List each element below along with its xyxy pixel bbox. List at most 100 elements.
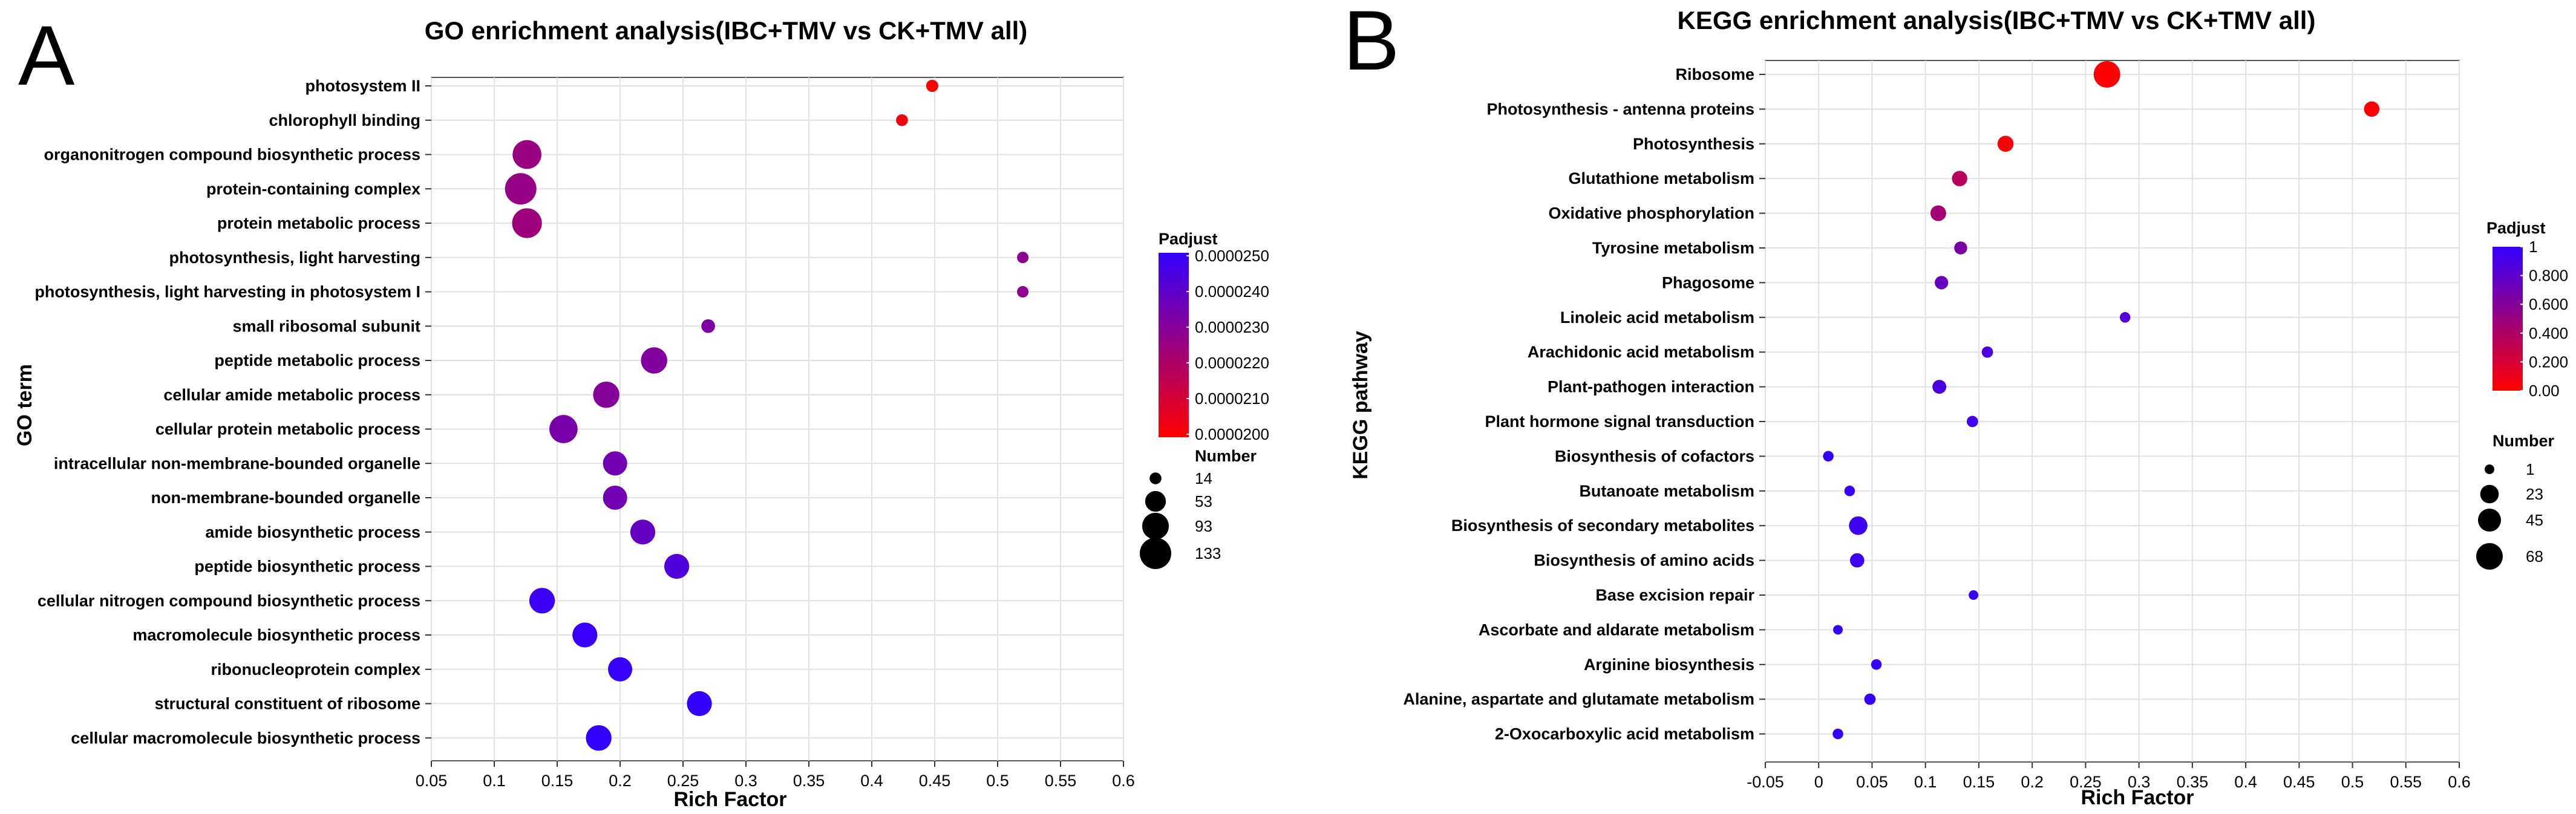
panel-a-size-legend-label: 133 <box>1195 544 1221 562</box>
panel-a-size-legend-label: 93 <box>1195 517 1212 535</box>
panel-b-size-legend-label: 23 <box>2526 485 2543 503</box>
panel-b-size-legend-dot <box>2476 543 2503 570</box>
panel-b-size-legend-dot <box>2477 508 2502 532</box>
panel-a-xtick-label: 0.6 <box>1112 772 1135 790</box>
panel-a-point <box>607 657 633 682</box>
panel-b-point <box>1864 693 1876 705</box>
panel-a-xtick-label: 0.05 <box>416 772 448 790</box>
panel-a-label: A <box>18 8 75 103</box>
panel-a-category-label: cellular protein metabolic process <box>155 420 420 438</box>
panel-a-color-legend-bar <box>1159 253 1189 437</box>
panel-b-point <box>1844 486 1855 497</box>
panel-a-xtick-label: 0.4 <box>860 772 883 790</box>
panel-a-color-legend-label: 0.0000220 <box>1195 354 1269 372</box>
panel-b-category-label: Phagosome <box>1662 273 1754 291</box>
panel-b-color-legend-title: Padjust <box>2486 219 2546 237</box>
panel-b-xtick-label: 0 <box>1814 773 1823 791</box>
panel-b-category-label: Glutathione metabolism <box>1568 169 1754 187</box>
panel-b-category-label: Oxidative phosphorylation <box>1548 204 1754 223</box>
panel-b-size-legend-label: 45 <box>2526 511 2543 529</box>
panel-b-xtick-label: 0.6 <box>2448 773 2471 791</box>
panel-b-point <box>1849 516 1868 535</box>
panel-b-size-legend-dot <box>2485 464 2494 474</box>
panel-a-category-label: photosystem II <box>305 77 420 95</box>
panel-a-point <box>603 451 627 476</box>
panel-a-xtick-label: 0.35 <box>793 772 825 790</box>
panel-b-plot: -0.05 0 0.05 0.1 0.15 0.2 0.25 0.3 0.35 0.4 0.45 0.… <box>1403 60 2568 791</box>
panel-b-size-legend-label: 1 <box>2526 460 2534 478</box>
panel-a-point <box>512 208 542 238</box>
panel-a-point <box>549 415 578 443</box>
panel-a-point <box>926 79 938 93</box>
panel-b-color-legend-label: 0.800 <box>2529 267 2568 285</box>
panel-b-xtick-label: 0.3 <box>2128 773 2151 791</box>
panel-a-point <box>1017 285 1029 298</box>
panel-a-point <box>1017 252 1029 264</box>
panel-b-point <box>1954 241 1967 255</box>
panel-a-category-label: cellular amide metabolic process <box>163 386 420 404</box>
panel-b-category-label: Photosynthesis <box>1633 135 1754 153</box>
panel-b-point <box>1969 590 1979 600</box>
panel-b-color-legend-label: 0.00 <box>2529 382 2560 400</box>
panel-b-category-label: Alanine, aspartate and glutamate metabol… <box>1403 690 1754 708</box>
panel-b-category-label: 2-Oxocarboxylic acid metabolism <box>1495 725 1754 743</box>
panel-b-xtick-label: 0.15 <box>1963 773 1995 791</box>
panel-b-point <box>2119 312 2131 323</box>
panel-a-size-legend-dot <box>1140 538 1171 569</box>
panel-b-point <box>1871 659 1882 670</box>
panel-b-category-label: Tyrosine metabolism <box>1592 239 1754 257</box>
panel-b-point <box>1952 171 1967 186</box>
panel-a-point <box>664 553 690 579</box>
panel-b-xlabel: Rich Factor <box>2081 786 2194 809</box>
panel-b-category-label: Base excision repair <box>1595 586 1754 604</box>
panel-b-size-legend-dot <box>2480 484 2499 504</box>
panel-b-label: B <box>1343 0 1399 88</box>
panel-a-point <box>603 485 627 510</box>
panel-a-category-label: cellular nitrogen compound biosynthetic … <box>38 591 420 610</box>
panel-b-category-label: Linoleic acid metabolism <box>1560 308 1754 327</box>
panel-b-xtick-label: 0.55 <box>2390 773 2422 791</box>
panel-a-category-label: protein-containing complex <box>206 180 420 198</box>
panel-b-point <box>1849 553 1865 568</box>
panel-a-category-label: organonitrogen compound biosynthetic pro… <box>44 146 420 164</box>
panel-a-category-label: photosynthesis, light harvesting <box>169 249 420 267</box>
panel-a-color-legend-label: 0.0000240 <box>1195 282 1269 301</box>
panel-a-title: GO enrichment analysis(IBC+TMV vs CK+TMV… <box>425 16 1028 45</box>
panel-b-xtick-label: 0.5 <box>2341 773 2364 791</box>
panel-b-point <box>1997 135 2014 152</box>
panel-a-size-legend-dot <box>1142 512 1169 540</box>
panel-b-category-label: Arginine biosynthesis <box>1584 656 1754 674</box>
panel-a-point <box>641 347 667 374</box>
panel-a-point <box>572 622 598 648</box>
panel-a-color-legend-title: Padjust <box>1159 230 1218 248</box>
panel-a-xtick-label: 0.15 <box>541 772 574 790</box>
panel-a-point <box>529 588 555 614</box>
panel-b-point <box>1981 346 1993 358</box>
panel-b-category-label: Biosynthesis of amino acids <box>1534 552 1754 570</box>
panel-a-point <box>630 519 656 545</box>
panel-a-color-legend-label: 0.0000210 <box>1195 389 1269 408</box>
panel-a-category-label: photosynthesis, light harvesting in phot… <box>34 283 420 301</box>
panel-a-point <box>512 140 541 169</box>
panel-a-category-label: intracellular non-membrane-bounded organ… <box>54 454 420 472</box>
panel-a-category-label: structural constituent of ribosome <box>154 695 420 713</box>
panel-a-xtick-label: 0.3 <box>734 772 757 790</box>
panel-b-color-legend-label: 1 <box>2529 238 2537 256</box>
panel-b-point <box>1966 415 1978 428</box>
panel-a-xlabel: Rich Factor <box>673 788 786 811</box>
panel-b-plot-frame <box>1765 60 2460 763</box>
panel-b-category-label: Butanoate metabolism <box>1579 482 1754 500</box>
panel-a-category-label: non-membrane-bounded organelle <box>151 489 420 507</box>
panel-b-point <box>1823 451 1834 462</box>
panel-b-point <box>2364 101 2380 117</box>
panel-a-xtick-label: 0.1 <box>483 772 506 790</box>
panel-a-size-legend-title: Number <box>1195 447 1257 465</box>
panel-b-category-label: Ascorbate and aldarate metabolism <box>1479 620 1754 639</box>
panel-a-xtick-label: 0.45 <box>919 772 951 790</box>
panel-a-category-label: chlorophyll binding <box>269 111 420 129</box>
panel-b-point <box>1930 205 1946 221</box>
panel-b-point <box>1833 625 1843 635</box>
panel-b-category-label: Plant hormone signal transduction <box>1485 412 1754 431</box>
